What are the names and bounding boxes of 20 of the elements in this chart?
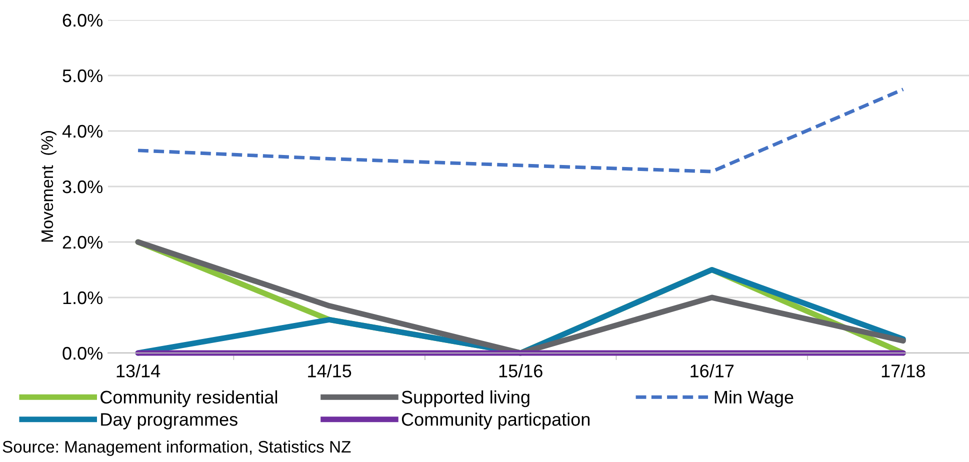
legend-label: Community particpation (402, 412, 590, 430)
legend-label: Supported living (402, 390, 530, 408)
legend-label: Day programmes (101, 413, 238, 430)
x-tick-label: 17/18 (882, 364, 925, 378)
y-tick-label: 2.0% (62, 236, 102, 249)
x-tick-label: 14/15 (308, 364, 352, 378)
y-tick-label: 0.0% (62, 346, 102, 360)
y-axis-title: Movement (%) (40, 131, 56, 242)
legend-label: Community residential (100, 390, 278, 408)
y-tick-label: 4.0% (62, 124, 102, 138)
y-tick-label: 1.0% (63, 291, 102, 304)
y-tick-label: 3.0% (62, 180, 102, 194)
y-tick-label: 6.0% (62, 14, 102, 27)
x-tick-label: 13/14 (116, 364, 160, 378)
x-tick-label: 15/16 (499, 364, 542, 378)
source-note: Source: Management information, Statistics NZ (2, 440, 351, 456)
line-series (136, 88, 905, 174)
legend-label: Min Wage (714, 390, 794, 408)
x-tick-label: 16/17 (690, 364, 734, 378)
y-tick-label: 5.0% (62, 69, 102, 82)
